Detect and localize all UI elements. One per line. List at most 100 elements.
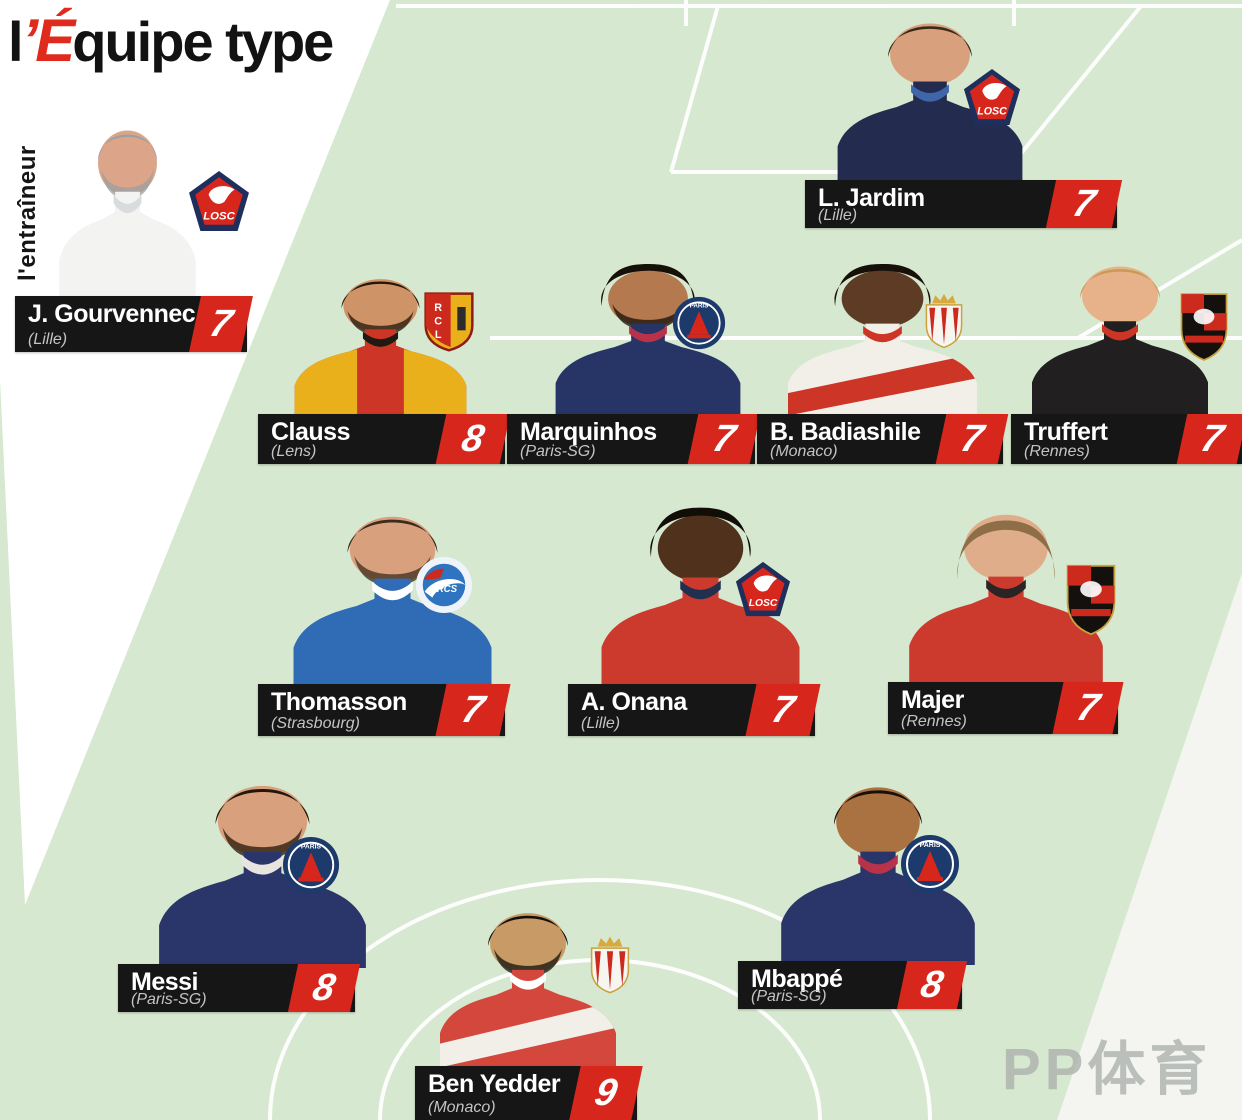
player-name-bar: Thomasson (Strasbourg) 7	[258, 684, 511, 736]
player-photo	[768, 768, 988, 965]
player-photo	[825, 6, 1035, 184]
player-club: (Paris-SG)	[520, 443, 596, 460]
player-rating-badge: 8	[896, 961, 968, 1009]
player-photo	[775, 254, 990, 418]
player-rating-badge: 7	[1052, 682, 1124, 734]
player-name-bar: Mbappé (Paris-SG) 8	[738, 961, 968, 1009]
rennes-badge-icon	[1178, 292, 1230, 362]
player-rating-value: 8	[916, 964, 948, 1006]
player-name: Clauss	[271, 418, 350, 446]
player-club: (Lille)	[28, 331, 68, 348]
player-name-bar: Marquinhos (Paris-SG) 7	[507, 414, 761, 464]
player-rating-badge: 7	[1045, 180, 1123, 228]
player-name: Ben Yedder	[428, 1070, 561, 1098]
player-photo	[145, 766, 380, 968]
player-rating-value: 7	[1196, 418, 1228, 460]
coach-role-label: l'entraîneur	[14, 145, 41, 281]
player-name: Marquinhos	[520, 418, 657, 446]
svg-text:L: L	[435, 329, 442, 341]
player-name: Majer	[901, 686, 964, 714]
player-photo	[50, 112, 205, 300]
player-rating-value: 8	[308, 967, 340, 1009]
player-club: (Strasbourg)	[271, 715, 360, 732]
svg-text:PARIS: PARIS	[690, 303, 709, 310]
player-photo	[280, 498, 505, 688]
player-name-bar: Truffert (Rennes) 7	[1011, 414, 1242, 464]
svg-text:LOSC: LOSC	[977, 105, 1007, 117]
monaco-badge-icon	[922, 288, 966, 354]
page-title: l’Équipe type	[8, 6, 334, 75]
rennes-badge-icon	[1064, 562, 1118, 638]
player-rating-badge: 7	[687, 414, 761, 464]
player-club: (Lens)	[271, 443, 317, 460]
psg-badge-icon: PARIS	[900, 834, 960, 894]
strasbourg-badge-icon: RCS	[415, 556, 473, 614]
losc-badge-icon: LOSC	[734, 561, 792, 617]
player-club: (Monaco)	[770, 443, 838, 460]
player-rating-value: 8	[457, 418, 489, 460]
player-photo	[588, 496, 813, 688]
player-rating-badge: 7	[935, 414, 1009, 464]
svg-text:LOSC: LOSC	[749, 598, 778, 609]
player-photo	[1020, 250, 1220, 418]
player-name-bar: L. Jardim (Lille) 7	[805, 180, 1123, 228]
player-club: (Monaco)	[428, 1099, 496, 1116]
svg-text:LOSC: LOSC	[203, 211, 235, 223]
pp-sports-watermark: PP体育	[1002, 1037, 1212, 1102]
player-club: (Lille)	[818, 207, 858, 224]
player-rating-value: 7	[956, 418, 988, 460]
player-rating-badge: 7	[189, 296, 253, 352]
player-club: (Paris-SG)	[131, 991, 207, 1008]
player-name-bar: J. Gourvennec (Lille) 7	[15, 296, 253, 352]
losc-badge-icon: LOSC	[188, 170, 250, 232]
player-rating-value: 7	[708, 418, 740, 460]
svg-text:C: C	[434, 316, 442, 328]
player-rating-badge: 8	[287, 964, 361, 1012]
player-rating-value: 7	[457, 689, 489, 731]
player-photo	[428, 896, 628, 1070]
player-name-bar: Clauss (Lens) 8	[258, 414, 511, 464]
title-accent: ’É	[21, 7, 76, 74]
player-rating-value: 7	[205, 303, 237, 345]
player-club: (Lille)	[581, 715, 621, 732]
player-name: J. Gourvennec	[28, 300, 196, 328]
player-name: B. Badiashile	[770, 418, 921, 446]
player-name-bar: B. Badiashile (Monaco) 7	[757, 414, 1009, 464]
player-name: L. Jardim	[818, 184, 925, 212]
player-name: A. Onana	[581, 688, 687, 716]
title-part: quipe type	[72, 10, 334, 73]
psg-badge-icon: PARIS	[672, 296, 726, 350]
player-club: (Paris-SG)	[751, 988, 827, 1005]
white-wedge-bottom-right	[1057, 573, 1242, 1120]
psg-badge-icon: PARIS	[282, 836, 340, 894]
player-rating-badge: 7	[1176, 414, 1242, 464]
player-photo	[283, 264, 478, 418]
player-rating-value: 9	[590, 1072, 622, 1114]
losc-badge-icon: LOSC	[962, 68, 1022, 126]
player-name: Mbappé	[751, 965, 843, 993]
player-photo	[896, 496, 1116, 686]
player-rating-value: 7	[767, 689, 799, 731]
svg-text:R: R	[434, 302, 442, 314]
player-name-bar: A. Onana (Lille) 7	[568, 684, 821, 736]
player-name: Thomasson	[271, 688, 407, 716]
monaco-badge-icon	[587, 928, 633, 1002]
player-club: (Rennes)	[901, 713, 967, 730]
player-rating-value: 7	[1068, 183, 1100, 225]
player-rating-value: 7	[1072, 687, 1104, 729]
svg-text:PARIS: PARIS	[301, 844, 322, 851]
player-photo	[543, 254, 753, 418]
player-name: Truffert	[1024, 418, 1108, 446]
svg-text:RCS: RCS	[437, 584, 458, 595]
player-rating-badge: 7	[745, 684, 821, 736]
player-rating-badge: 8	[435, 414, 511, 464]
player-rating-badge: 7	[435, 684, 511, 736]
title-part: l	[8, 10, 24, 73]
player-name-bar: Messi (Paris-SG) 8	[118, 964, 361, 1012]
player-rating-badge: 9	[569, 1066, 643, 1120]
svg-text:PARIS: PARIS	[920, 842, 941, 849]
player-club: (Rennes)	[1024, 443, 1090, 460]
player-name: Messi	[131, 968, 198, 996]
rcl-badge-icon: R C L	[424, 289, 474, 355]
